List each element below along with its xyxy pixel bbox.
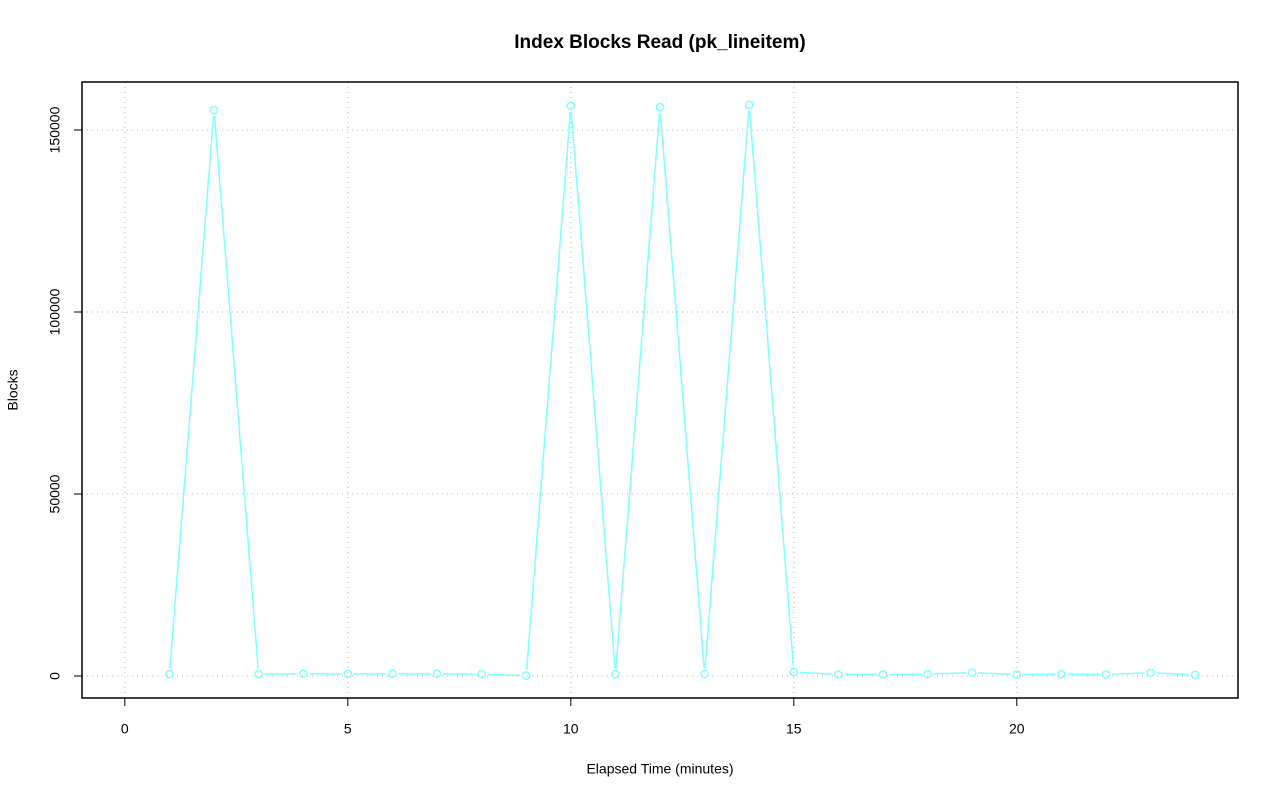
line-segment	[704, 110, 750, 669]
data-point	[1146, 668, 1155, 678]
x-tick-label: 5	[344, 721, 352, 737]
line-segment	[570, 111, 616, 669]
data-point	[1012, 670, 1022, 679]
line-segment	[169, 115, 215, 669]
line-segment	[213, 115, 259, 669]
line-segment	[1156, 672, 1190, 676]
line-segment	[525, 111, 572, 670]
data-point	[878, 670, 888, 679]
y-axis-label: Blocks	[5, 369, 21, 410]
data-point	[1057, 669, 1066, 679]
y-tick-label: 50000	[47, 474, 63, 513]
y-tick-label: 150000	[47, 106, 63, 153]
data-point	[655, 102, 665, 112]
data-point	[298, 669, 308, 679]
line-segment	[487, 673, 521, 677]
line-segment	[978, 672, 1011, 676]
line-segment	[1111, 672, 1145, 676]
data-point	[388, 669, 397, 679]
data-point	[566, 101, 576, 111]
data-point	[744, 100, 754, 110]
data-point	[432, 669, 442, 679]
data-point	[477, 669, 486, 679]
y-tick-label: 0	[47, 672, 63, 680]
data-point	[254, 669, 263, 679]
data-point	[343, 669, 353, 679]
plot-frame	[81, 81, 1239, 699]
y-tick-label: 100000	[47, 288, 63, 335]
data-point	[165, 669, 174, 679]
x-tick-label: 20	[1009, 721, 1025, 737]
chart-title: Index Blocks Read (pk_lineitem)	[514, 32, 805, 53]
data-point	[209, 105, 219, 115]
line-segment	[748, 110, 795, 667]
x-tick-label: 15	[786, 721, 802, 737]
line-segment	[799, 671, 833, 675]
line-segment	[933, 672, 967, 675]
data-point	[700, 669, 709, 679]
x-axis-label: Elapsed Time (minutes)	[586, 761, 733, 777]
x-tick-label: 0	[121, 721, 129, 737]
data-point	[611, 669, 620, 679]
line-segment	[659, 112, 705, 669]
line-segment	[615, 112, 661, 669]
data-point	[967, 668, 977, 678]
data-point	[923, 669, 932, 679]
data-point	[789, 667, 799, 677]
data-point	[834, 670, 843, 679]
data-point	[1101, 670, 1111, 679]
data-point	[1190, 670, 1200, 680]
x-tick-label: 10	[563, 721, 579, 737]
data-point	[521, 671, 531, 680]
